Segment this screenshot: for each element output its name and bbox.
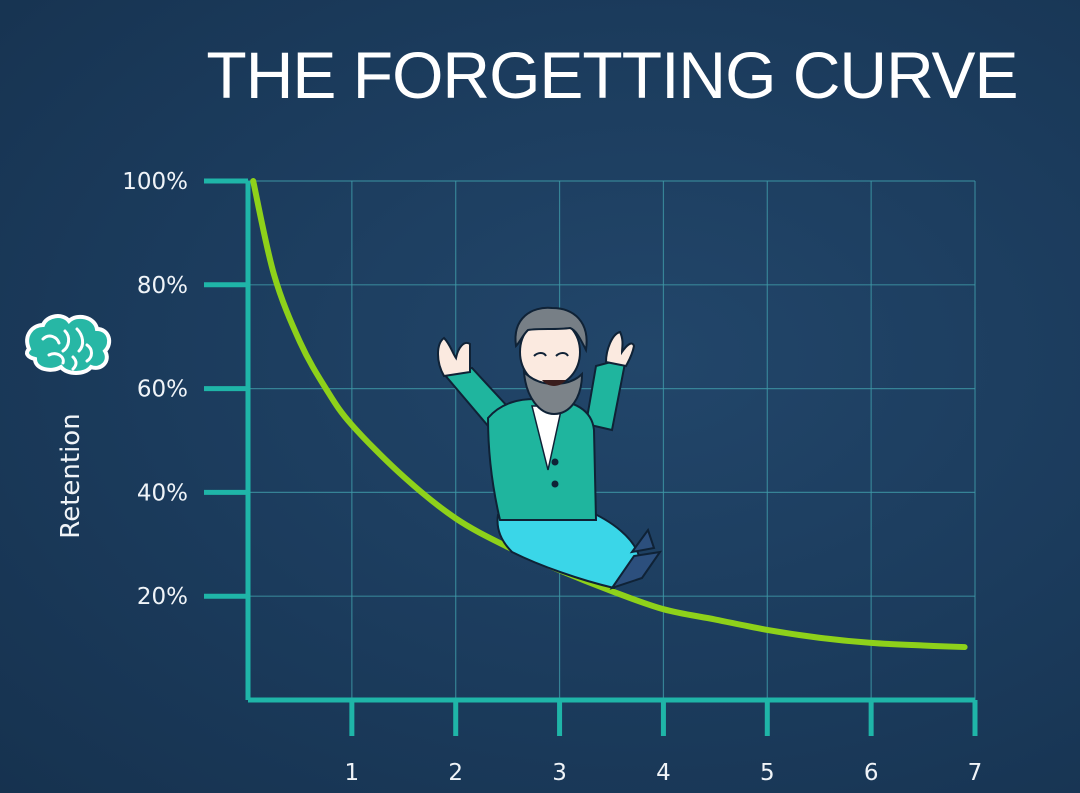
- x-tick-label: 6: [864, 760, 879, 786]
- tick-marks: [204, 178, 978, 736]
- x-tick-label: 1: [345, 760, 360, 786]
- axes: [245, 181, 975, 703]
- x-tick-label: 5: [760, 760, 775, 786]
- chart-title: THE FORGETTING CURVE: [206, 38, 1017, 112]
- x-tick-label: 3: [552, 760, 567, 786]
- grid-lines: [248, 180, 976, 700]
- y-tick-label: 80%: [137, 273, 188, 299]
- x-tick-label: 2: [448, 760, 463, 786]
- scientist-illustration: [437, 306, 663, 590]
- y-tick-label: 40%: [137, 480, 188, 506]
- y-tick-label: 60%: [137, 377, 188, 403]
- x-tick-label: 7: [968, 760, 983, 786]
- x-tick-label: 4: [656, 760, 671, 786]
- tick-labels: 20% 40% 60% 80% 100% 1 2 3 4 5 6 7: [122, 169, 982, 786]
- y-axis-title: Retention: [56, 413, 86, 538]
- y-tick-label: 20%: [137, 584, 188, 610]
- brain-icon: [25, 314, 112, 375]
- y-tick-label: 100%: [122, 169, 188, 195]
